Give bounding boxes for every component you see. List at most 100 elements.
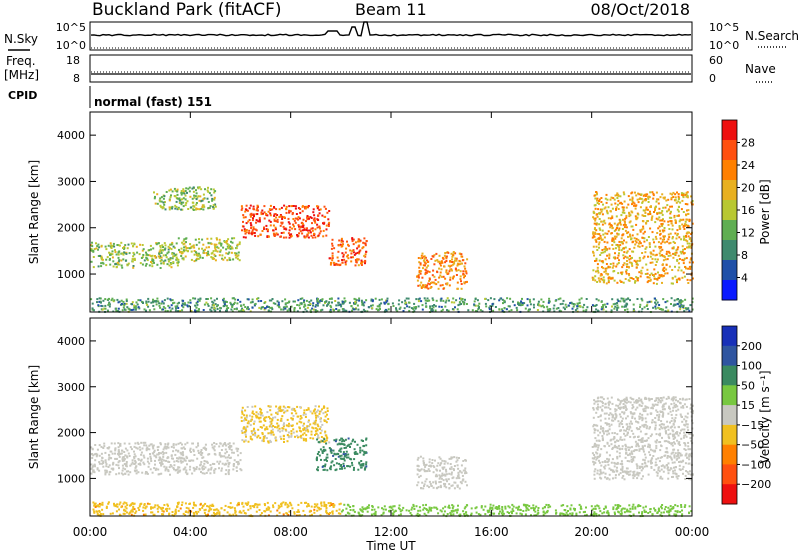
velocity-echo-cell <box>428 480 431 483</box>
power-echo-cell <box>105 264 108 267</box>
velocity-echo-cell <box>246 425 249 428</box>
power-echo-cell <box>316 223 319 226</box>
velocity-echo-cell <box>298 429 301 432</box>
velocity-echo-cell <box>650 407 653 410</box>
velocity-echo-cell <box>644 405 647 408</box>
power-echo-cell <box>656 198 659 201</box>
power-echo-cell <box>611 298 614 301</box>
power-echo-cell <box>424 299 427 302</box>
velocity-echo-cell <box>683 431 686 434</box>
velocity-echo-cell <box>456 464 459 467</box>
power-echo-cell <box>631 196 634 199</box>
power-echo-cell <box>182 303 185 306</box>
power-echo-cell <box>242 214 245 217</box>
velocity-echo-cell <box>244 433 247 436</box>
power-echo-cell <box>515 306 518 309</box>
velocity-echo-cell <box>661 464 664 467</box>
velocity-echo-cell <box>680 429 682 432</box>
power-echo-cell <box>198 247 200 250</box>
velocity-echo-cell <box>207 469 210 472</box>
power-echo-cell <box>209 205 212 208</box>
velocity-echo-cell <box>645 398 648 400</box>
velocity-echo-cell <box>357 468 360 471</box>
power-echo-cell <box>269 214 272 217</box>
power-echo-cell <box>533 306 535 309</box>
power-echo-cell <box>195 309 198 312</box>
velocity-echo-cell <box>618 447 621 450</box>
velocity-echo-cell <box>437 462 440 465</box>
power-echo-cell <box>672 304 675 307</box>
power-echo-cell <box>272 302 275 305</box>
power-echo-cell <box>453 261 456 264</box>
power-echo-cell <box>645 208 648 211</box>
power-echo-cell <box>105 248 108 251</box>
velocity-echo-cell <box>348 443 351 446</box>
power-echo-cell <box>611 207 614 210</box>
velocity-echo-cell <box>202 447 205 450</box>
y-tick-label: 2000 <box>57 222 85 235</box>
power-echo-cell <box>163 203 166 206</box>
power-echo-cell <box>164 310 167 313</box>
power-echo-cell <box>648 242 651 245</box>
power-echo-cell <box>104 307 107 310</box>
velocity-echo-cell <box>612 469 615 472</box>
power-echo-cell <box>660 308 663 310</box>
power-echo-cell <box>293 307 296 309</box>
power-echo-cell <box>160 252 163 254</box>
power-echo-cell <box>136 251 139 254</box>
power-echo-cell <box>631 234 634 237</box>
power-echo-cell <box>173 246 176 249</box>
velocity-echo-cell <box>444 483 447 485</box>
power-echo-cell <box>612 197 615 200</box>
power-echo-cell <box>171 190 174 193</box>
power-echo-cell <box>432 269 435 272</box>
velocity-echo-cell <box>272 416 274 419</box>
velocity-echo-cell <box>335 438 338 441</box>
velocity-echo-cell <box>421 481 424 484</box>
power-echo-cell <box>681 305 684 307</box>
power-echo-cell <box>385 301 388 304</box>
power-echo-cell <box>623 226 626 229</box>
velocity-echo-cell <box>648 451 651 454</box>
velocity-echo-cell <box>96 468 99 471</box>
power-echo-cell <box>236 257 239 260</box>
power-echo-cell <box>162 246 164 248</box>
power-echo-cell <box>362 302 365 305</box>
power-echo-cell <box>424 284 427 287</box>
power-echo-cell <box>323 215 326 218</box>
power-echo-cell <box>177 207 180 210</box>
power-echo-cell <box>356 247 359 250</box>
power-echo-cell <box>168 306 171 309</box>
velocity-echo-cell <box>309 437 312 440</box>
velocity-echo-cell <box>365 438 368 441</box>
velocity-echo-cell <box>621 399 624 402</box>
velocity-echo-cell <box>665 397 668 400</box>
power-echo-cell <box>327 223 330 225</box>
power-echo-cell <box>516 309 519 312</box>
power-echo-cell <box>160 302 163 305</box>
power-echo-cell <box>448 299 450 302</box>
velocity-echo-cell <box>172 457 174 460</box>
velocity-echo-cell <box>607 429 609 432</box>
velocity-echo-cell <box>599 431 602 434</box>
power-echo-cell <box>605 272 608 275</box>
velocity-echo-cell <box>675 403 677 406</box>
velocity-echo-cell <box>235 470 238 472</box>
velocity-echo-cell <box>423 468 426 471</box>
power-echo-cell <box>173 301 176 304</box>
velocity-echo-cell <box>254 434 257 436</box>
power-echo-cell <box>180 255 183 257</box>
velocity-echo-cell <box>689 437 692 440</box>
power-echo-cell <box>101 308 104 311</box>
power-echo-cell <box>230 251 233 254</box>
velocity-echo-cell <box>148 462 151 465</box>
velocity-echo-cell <box>282 425 285 428</box>
power-echo-cell <box>474 310 477 313</box>
power-echo-cell <box>140 257 143 259</box>
power-echo-cell <box>263 308 266 311</box>
velocity-echo-cell <box>362 440 364 442</box>
power-echo-cell <box>170 248 173 251</box>
power-echo-cell <box>654 305 657 308</box>
velocity-echo-cell <box>595 411 598 414</box>
power-echo-cell <box>680 269 683 272</box>
